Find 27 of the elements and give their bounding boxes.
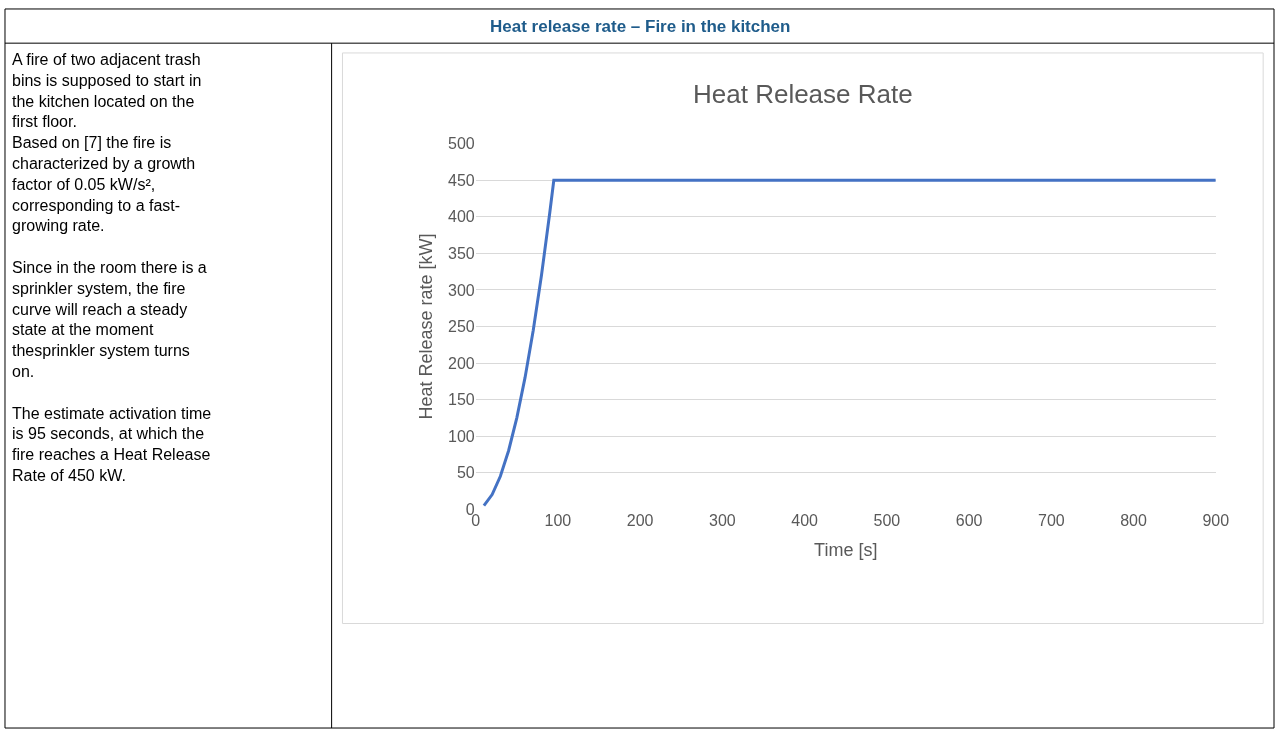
x-tick-label: 200 <box>626 512 654 530</box>
x-tick-label: 100 <box>544 512 572 530</box>
y-tick-label: 400 <box>447 208 475 226</box>
y-tick-label: 250 <box>447 318 475 336</box>
y-axis-title: Heat Release rate [kW] <box>416 233 437 420</box>
y-tick-label: 500 <box>447 135 475 153</box>
x-tick-label: 400 <box>791 512 819 530</box>
y-tick-label: 350 <box>447 245 475 263</box>
x-tick-label: 800 <box>1120 512 1148 530</box>
chart-title: Heat release rate – Fire in the kitchen <box>490 17 791 36</box>
y-tick-label: 450 <box>447 171 475 189</box>
y-tick-label: 50 <box>456 464 475 482</box>
y-tick-label: 300 <box>447 281 475 299</box>
x-axis-title: Time [s] <box>814 540 878 561</box>
x-tick-label: 300 <box>709 512 736 530</box>
y-tick-label: 150 <box>447 391 475 409</box>
text: A fire of two adjacent trash bins is supposed to start in the kitchen located on the first floor. Based on [7] the fire is characterized by a growth factor of 0.05 kW/s², corresponding to a fast-growing rate. <box>12 51 202 235</box>
y-tick-label: 100 <box>447 427 475 445</box>
y-tick-label: 200 <box>447 354 475 372</box>
x-tick-label: 900 <box>1202 512 1230 530</box>
line-series <box>482 178 1216 508</box>
text: The estimate activation time is 95 seconds, at which the fire reaches a Heat Release Rate of 450 kW. <box>12 404 212 484</box>
chart-subtitle: Heat Release Rate <box>693 79 913 109</box>
text: Since in the room there is a sprinkler system, the fire curve will reach a steady state at the moment thesprinkler system turns on. <box>12 259 207 380</box>
x-tick-label: 700 <box>1037 512 1065 530</box>
x-tick-label: 500 <box>873 512 901 530</box>
x-tick-label: 600 <box>955 512 983 530</box>
